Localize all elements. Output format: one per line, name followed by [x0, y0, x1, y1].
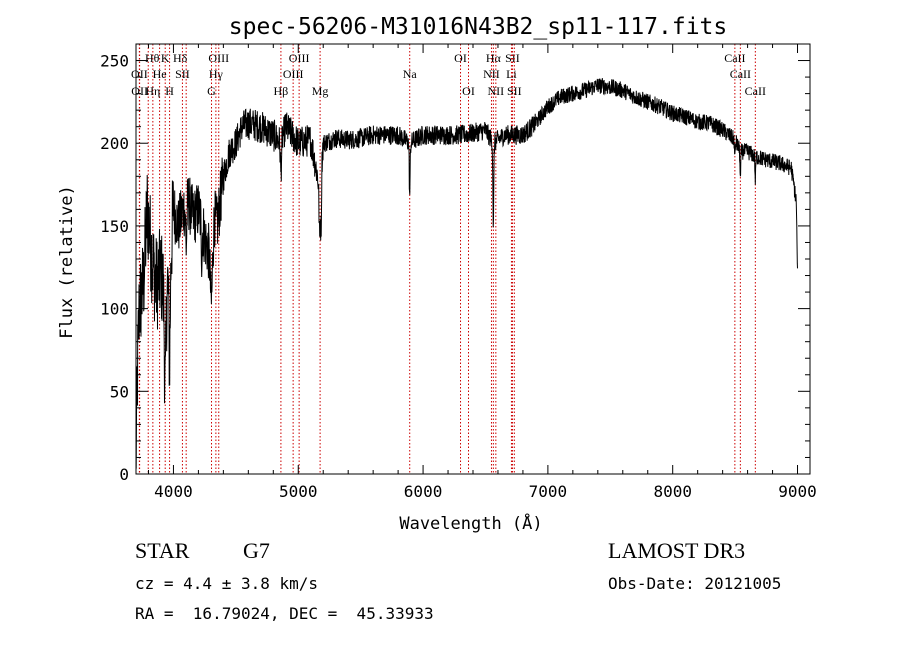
object-class: STAR [135, 538, 190, 563]
line-marker-label: SII [175, 67, 190, 81]
line-marker-label: Na [403, 67, 418, 81]
line-marker-label: K [161, 51, 170, 65]
x-tick-label: 5000 [279, 482, 318, 501]
x-tick-label: 7000 [529, 482, 568, 501]
line-marker-label: OIII [289, 51, 310, 65]
x-tick-label: 9000 [778, 482, 817, 501]
sky-coordinates: RA = 16.79024, DEC = 45.33933 [135, 604, 434, 623]
line-marker-label: SII [505, 51, 520, 65]
line-marker-label: Mg [312, 84, 329, 98]
line-marker-label: He [153, 67, 167, 81]
line-marker-label: G [207, 84, 216, 98]
x-tick-label: 6000 [404, 482, 443, 501]
line-marker-label: Hδ [173, 51, 188, 65]
chart-title: spec-56206-M31016N43B2_sp11-117.fits [229, 14, 728, 40]
object-subclass: G7 [243, 538, 270, 563]
y-axis-label: Flux (relative) [57, 185, 77, 339]
line-marker-label: H [165, 84, 174, 98]
y-tick-label: 50 [110, 382, 129, 401]
line-marker-label: Hη [145, 84, 160, 98]
line-marker-label: OIII [283, 67, 304, 81]
line-marker-label: Hα [486, 51, 502, 65]
y-tick-label: 250 [100, 52, 129, 71]
line-marker-label: CaII [745, 84, 766, 98]
line-marker-label: Hβ [274, 84, 289, 98]
line-marker-label: Hγ [209, 67, 224, 81]
line-marker-label: OII [131, 67, 148, 81]
plot-frame [135, 43, 811, 475]
x-tick-label: 8000 [653, 482, 692, 501]
axis-layer: 4000 5000 6000 7000 8000 9000 0 50 100 150 200 250 [100, 44, 817, 501]
line-marker-label: CaII [730, 67, 751, 81]
x-axis-label: Wavelength (Å) [399, 512, 542, 534]
line-marker-label: OII [131, 84, 148, 98]
line-marker-label: OI [454, 51, 467, 65]
observation-date: Obs-Date: 20121005 [608, 574, 782, 593]
spectrum-line [135, 78, 798, 469]
survey-name: LAMOST DR3 [608, 538, 746, 563]
y-tick-label: 100 [100, 300, 129, 319]
line-marker-label: NII [483, 67, 500, 81]
line-marker-label: OI [462, 84, 475, 98]
line-marker-label: NII [488, 84, 505, 98]
line-marker-label: Li [506, 67, 517, 81]
y-tick-label: 150 [100, 217, 129, 236]
y-tick-label: 200 [100, 134, 129, 153]
line-marker-label: OIII [208, 51, 229, 65]
redshift-velocity: cz = 4.4 ± 3.8 km/s [135, 574, 319, 593]
x-tick-label: 4000 [154, 482, 193, 501]
line-marker-label: CaII [724, 51, 745, 65]
y-tick-label: 0 [119, 465, 129, 484]
line-marker-label: SII [507, 84, 522, 98]
